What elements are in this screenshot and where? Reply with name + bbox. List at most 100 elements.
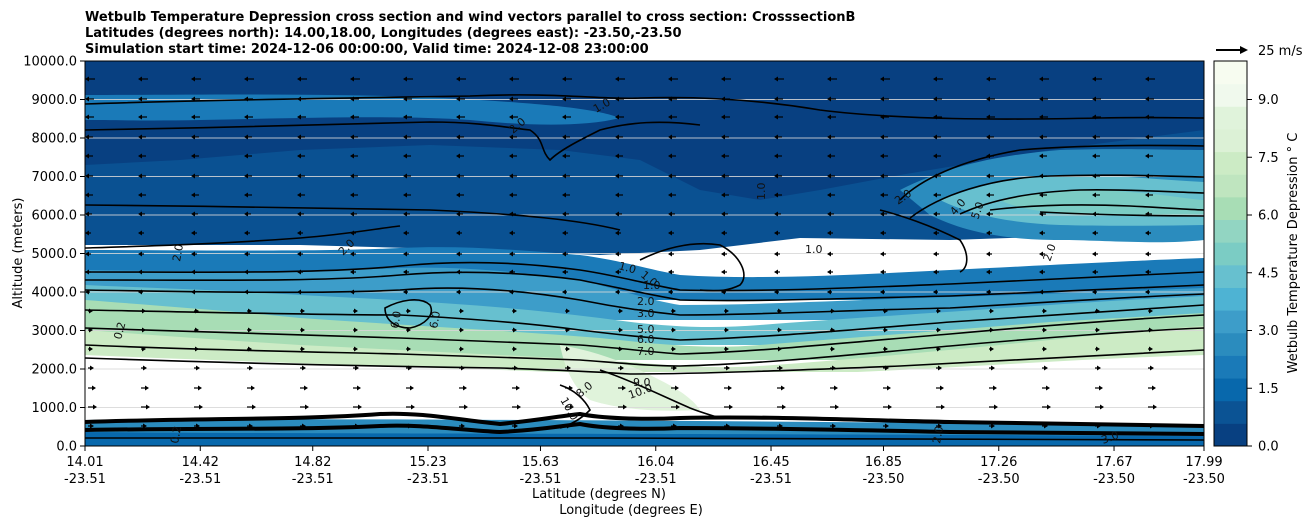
wind-vector-head xyxy=(244,134,248,140)
wind-vector-head xyxy=(191,134,195,140)
wind-vector-head xyxy=(986,289,990,295)
wind-vector-head xyxy=(933,230,937,236)
wind-vector-head xyxy=(562,230,566,236)
wind-vector-head xyxy=(1145,96,1149,102)
wind-vector-head xyxy=(615,211,619,217)
contour-label: 0.2 xyxy=(111,321,128,341)
wind-vector-head xyxy=(93,404,97,410)
wind-vector-head xyxy=(827,251,831,257)
wind-vector-head xyxy=(668,134,672,140)
wind-vector-head xyxy=(933,134,937,140)
colorbar-band xyxy=(1214,83,1247,107)
wind-vector-head xyxy=(1145,251,1149,257)
wind-vector-head xyxy=(933,153,937,159)
wind-vector-head xyxy=(827,153,831,159)
wind-vector-head xyxy=(407,327,411,333)
wind-vector-head xyxy=(779,365,783,371)
wind-vector-head xyxy=(774,230,778,236)
wind-vector-head xyxy=(986,76,990,82)
contour-label: 9.0 xyxy=(633,376,651,389)
wind-vector-head xyxy=(615,114,619,120)
wind-vector-head xyxy=(615,269,619,275)
wind-vector-head xyxy=(827,173,831,179)
wind-vector-head xyxy=(509,211,513,217)
x-tick-label-lon: -23.51 xyxy=(520,472,562,487)
wind-vector-head xyxy=(880,192,884,198)
x-tick-label-lon: -23.51 xyxy=(179,472,221,487)
wind-vector-head xyxy=(1092,211,1096,217)
wind-vector-head xyxy=(1092,251,1096,257)
colorbar: 0.0 1.5 3.0 4.5 6.0 7.5 9.0 Wetbulb Temperatur… xyxy=(1213,60,1301,455)
wind-vector-head xyxy=(403,76,407,82)
wind-vector-head xyxy=(1092,96,1096,102)
contour-2-upper xyxy=(85,121,701,162)
quiver-key: 25 m/s xyxy=(1216,44,1303,59)
wind-vector-head xyxy=(933,289,937,295)
x-tick-label-lon: -23.50 xyxy=(978,472,1020,487)
wind-vector-head xyxy=(834,385,838,391)
wind-vector-head xyxy=(827,96,831,102)
wind-vector-head xyxy=(191,76,195,82)
wind-vector-head xyxy=(937,346,941,352)
contour-c xyxy=(85,287,1204,316)
wind-vectors xyxy=(85,76,1157,429)
wind-vector-head xyxy=(513,346,517,352)
wind-vector-head xyxy=(350,96,354,102)
wind-vector-head xyxy=(403,251,407,257)
y-tick-label: 2000.0 xyxy=(32,363,78,378)
wind-vector-head xyxy=(933,114,937,120)
wind-vector-head xyxy=(90,423,94,429)
x-tick-label-lat: 16.45 xyxy=(752,455,789,470)
wind-vector-head xyxy=(1092,173,1096,179)
wind-vector-head xyxy=(774,134,778,140)
wind-vector-head xyxy=(517,404,521,410)
x-tick-label-lat: 17.26 xyxy=(980,455,1017,470)
wind-vector-head xyxy=(403,153,407,159)
wind-vector-head xyxy=(673,365,677,371)
wind-vector-head xyxy=(1152,385,1156,391)
wind-vector-head xyxy=(509,114,513,120)
wind-vector-head xyxy=(85,251,89,257)
y-tick-label: 10000.0 xyxy=(23,55,77,70)
wind-vector-head xyxy=(570,404,574,410)
wind-vector-head xyxy=(460,327,464,333)
wind-vector-head xyxy=(460,346,464,352)
wind-vector-head xyxy=(350,269,354,275)
wind-vector-head xyxy=(1153,404,1157,410)
contour-2-mid xyxy=(85,204,621,231)
wind-vector-head xyxy=(1039,230,1043,236)
wind-vector-head xyxy=(350,289,354,295)
wind-vector-head xyxy=(456,114,460,120)
contour-e xyxy=(85,314,1204,355)
wind-vector-head xyxy=(251,385,255,391)
y-tick-label: 7000.0 xyxy=(32,170,78,185)
wind-vector-head xyxy=(1092,153,1096,159)
wind-vector-head xyxy=(619,327,623,333)
wind-vector-head xyxy=(990,327,994,333)
x-tick-label-lat: 17.99 xyxy=(1185,455,1222,470)
x-tick-label-lon: -23.50 xyxy=(1183,472,1225,487)
wind-vector-head xyxy=(721,289,725,295)
wind-vector-head xyxy=(619,308,623,314)
wind-vector-head xyxy=(774,173,778,179)
wind-vector-head xyxy=(1047,404,1051,410)
wind-vector-head xyxy=(138,289,142,295)
wind-vector-head xyxy=(562,96,566,102)
wind-vector-head xyxy=(774,76,778,82)
wind-vector-head xyxy=(672,308,676,314)
wind-vector-head xyxy=(668,96,672,102)
wind-vector-head xyxy=(1039,114,1043,120)
wind-vector-head xyxy=(672,346,676,352)
wind-vector-head xyxy=(941,404,945,410)
y-tick-label: 5000.0 xyxy=(32,247,78,262)
wind-vector-head xyxy=(403,230,407,236)
x-tick-label-lon: -23.51 xyxy=(64,472,106,487)
colorbar-band xyxy=(1214,151,1247,175)
wind-vector-head xyxy=(354,308,358,314)
colorbar-band xyxy=(1214,378,1247,402)
wind-vector-head xyxy=(1039,134,1043,140)
wind-vector-head xyxy=(1100,404,1104,410)
wind-vector-head xyxy=(885,423,889,429)
contour-left-6 xyxy=(384,299,432,329)
wind-vector-head xyxy=(938,365,942,371)
